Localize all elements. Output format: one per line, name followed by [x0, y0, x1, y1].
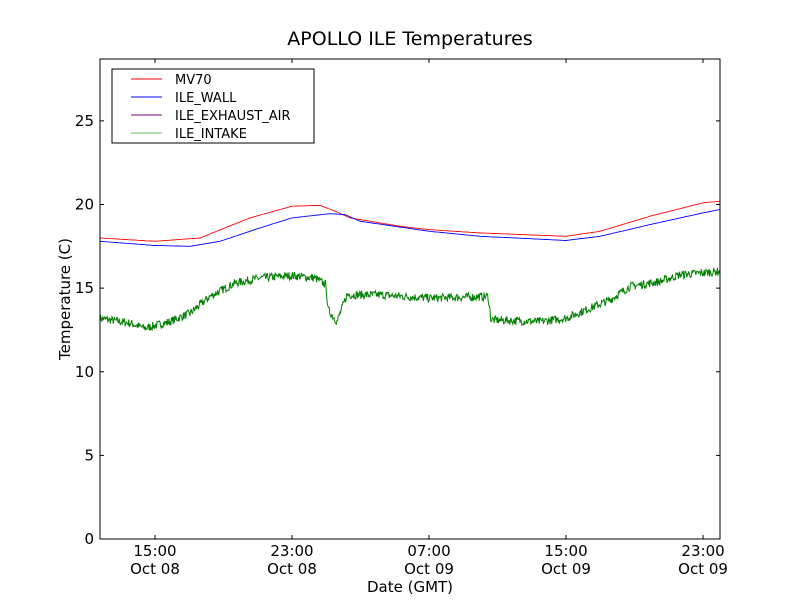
- x-tick-label-time: 15:00: [544, 542, 587, 560]
- y-tick-label: 5: [84, 446, 94, 464]
- y-tick-label: 0: [84, 530, 94, 548]
- legend-label: ILE_WALL: [175, 91, 237, 106]
- series-layer: [100, 200, 720, 331]
- legend-label: ILE_INTAKE: [175, 127, 247, 142]
- y-tick-label: 20: [75, 196, 94, 214]
- x-tick-label-date: Oct 09: [404, 560, 454, 578]
- series-line-mv70: [100, 200, 720, 242]
- plot-frame: [99, 58, 721, 540]
- x-tick-label-date: Oct 08: [130, 560, 180, 578]
- y-tick-label: 25: [75, 112, 94, 130]
- legend-label: ILE_EXHAUST_AIR: [175, 109, 291, 124]
- x-tick-label-time: 15:00: [133, 542, 176, 560]
- series-line-ile-intake: [100, 267, 720, 331]
- x-tick-label-time: 07:00: [407, 542, 450, 560]
- chart-title: APOLLO ILE Temperatures: [287, 28, 532, 50]
- x-tick-label-date: Oct 09: [541, 560, 591, 578]
- legend-box: [111, 68, 315, 144]
- y-axis-label: Temperature (C): [56, 238, 74, 361]
- series-line-ile-wall: [100, 209, 720, 247]
- x-tick-label-time: 23:00: [270, 542, 313, 560]
- x-axis-label: Date (GMT): [367, 578, 453, 596]
- x-tick-label-time: 23:00: [681, 542, 724, 560]
- legend: MV70 ILE_WALL ILE_EXHAUST_AIR ILE_INTAKE: [111, 68, 315, 144]
- legend-label: MV70: [175, 73, 212, 88]
- y-tick-label: 15: [75, 279, 94, 297]
- x-tick-label-date: Oct 09: [678, 560, 728, 578]
- x-tick-label-date: Oct 08: [267, 560, 317, 578]
- y-tick-label: 10: [75, 363, 94, 381]
